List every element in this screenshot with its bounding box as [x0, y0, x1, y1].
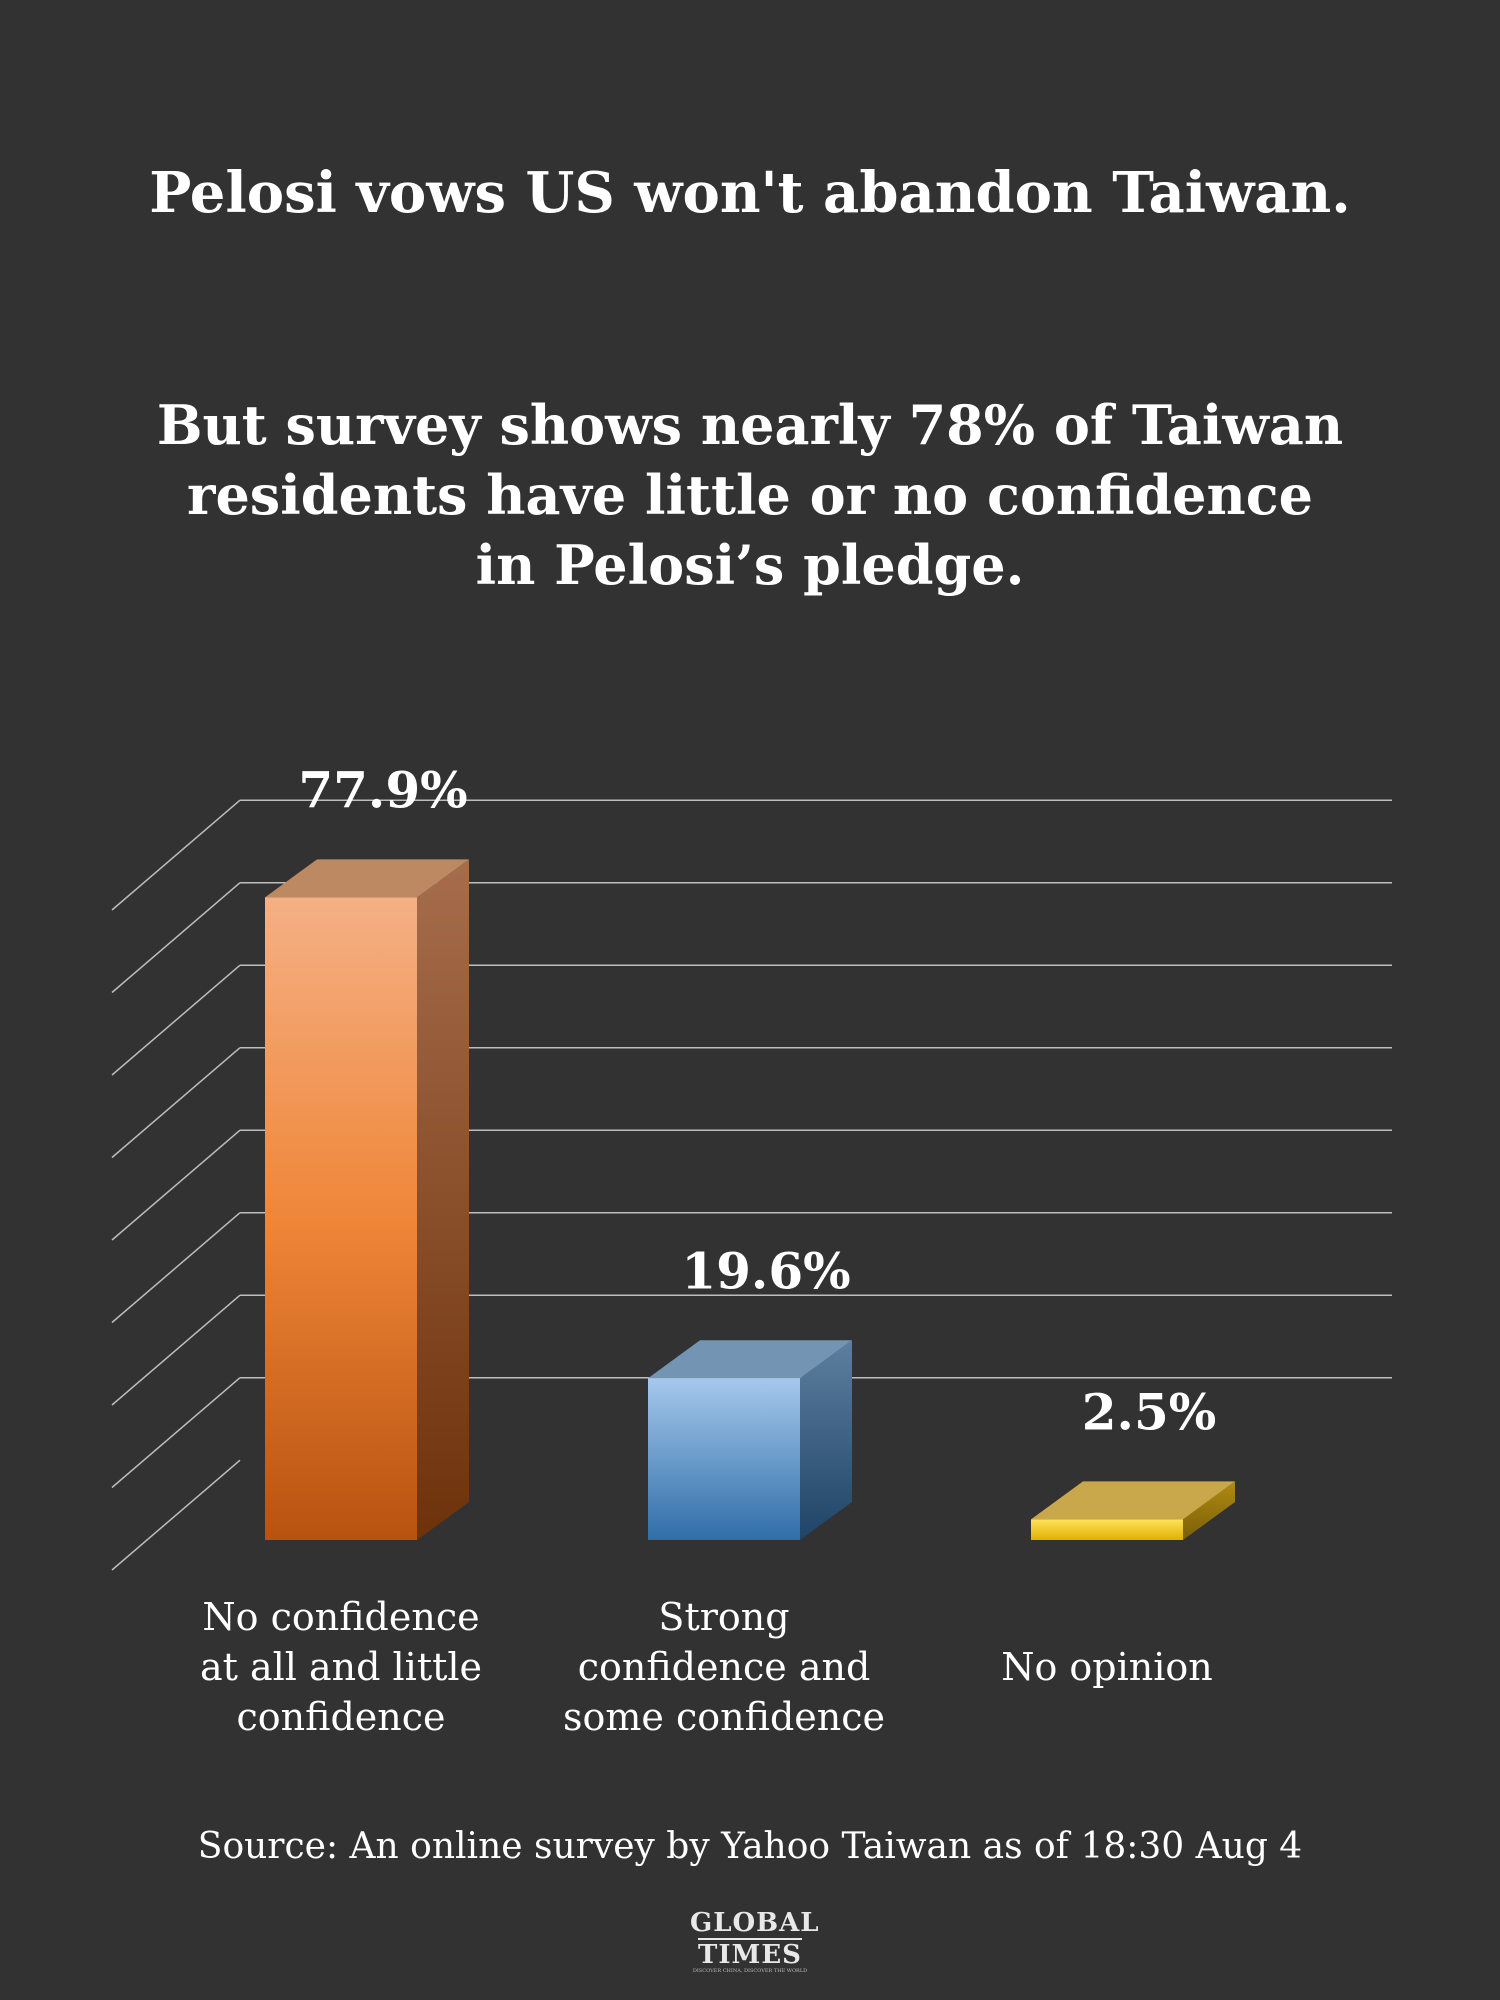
gridline-diagonal — [111, 1294, 241, 1406]
data-label: 77.9% — [298, 760, 467, 819]
category-label: confidence and — [578, 1645, 871, 1689]
category-label: some confidence — [563, 1695, 885, 1739]
gridline-diagonal — [111, 1212, 241, 1324]
logo-text-bottom: TIMES — [698, 1940, 802, 1970]
category-label: confidence — [236, 1695, 445, 1739]
bar-front — [265, 897, 417, 1540]
bar-top — [265, 859, 469, 898]
global-times-logo: GLOBAL TIMES DISCOVER CHINA, DISCOVER TH… — [690, 1908, 820, 1974]
bar — [1031, 1481, 1235, 1540]
category-label: No confidence — [202, 1595, 479, 1639]
bar-front — [1031, 1519, 1183, 1540]
page-title: Pelosi vows US won't abandon Taiwan. — [149, 160, 1351, 226]
bar-top — [1031, 1481, 1235, 1520]
data-label: 19.6% — [681, 1241, 850, 1300]
bar — [648, 1340, 852, 1540]
page-subtitle: But survey shows nearly 78% of Taiwan re… — [156, 393, 1344, 597]
category-label: No opinion — [1001, 1645, 1213, 1689]
logo-divider — [698, 1938, 802, 1940]
data-labels: 77.9% No confidence at all and little confi… — [200, 760, 1216, 1739]
gridline-diagonal — [111, 1129, 241, 1241]
bar — [265, 859, 469, 1540]
source-note: Source: An online survey by Yahoo Taiwan… — [197, 1826, 1303, 1867]
bar-front — [648, 1378, 800, 1540]
logo-tagline: DISCOVER CHINA, DISCOVER THE WORLD — [692, 1968, 808, 1974]
category-label: Strong — [658, 1595, 789, 1639]
bar-side — [1183, 1481, 1235, 1540]
category-label: at all and little — [200, 1645, 482, 1689]
gridline-diagonal — [111, 882, 241, 994]
gridline-diagonal — [111, 1047, 241, 1159]
bar-side — [417, 859, 469, 1540]
gridline-diagonal — [111, 799, 241, 911]
data-label: 2.5% — [1082, 1382, 1217, 1441]
logo-text-top: GLOBAL — [690, 1908, 820, 1938]
gridline-diagonal — [111, 1459, 241, 1571]
gridline-diagonal — [111, 1377, 241, 1489]
gridline-diagonal — [111, 964, 241, 1076]
bar-side — [800, 1340, 852, 1540]
bar-top — [648, 1340, 852, 1379]
bars — [265, 859, 1235, 1540]
